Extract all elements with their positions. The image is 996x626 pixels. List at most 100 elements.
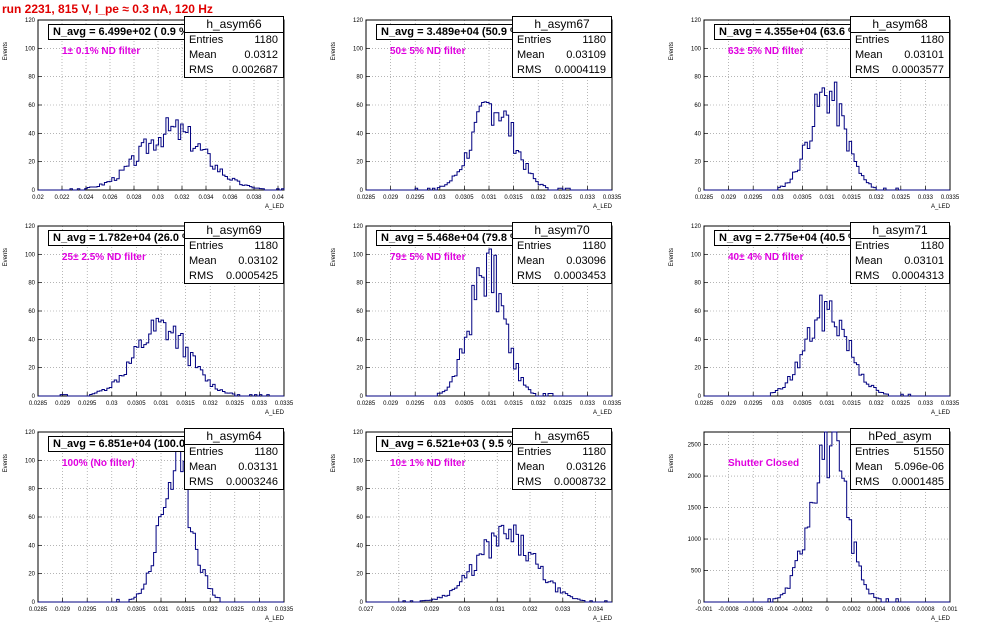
x-tick-label: 0.038 — [246, 195, 262, 201]
filter-label: Shutter Closed — [728, 458, 800, 469]
stats-value: 0.03126 — [566, 461, 606, 473]
stats-row-entries: Entries 1180 — [851, 239, 949, 254]
stats-value: 0.03131 — [238, 461, 278, 473]
histogram-svg: 0.0285 0.029 0.0295 0.03 0.0305 0.031 0.0315 0.… — [669, 18, 960, 210]
y-axis-label: Events — [331, 42, 337, 60]
histogram-pad-h_asym71: 0.0285 0.029 0.0295 0.03 0.0305 0.031 0.0315 0.… — [666, 220, 986, 420]
y-tick-label: 20 — [694, 160, 701, 166]
histogram-series — [704, 81, 950, 191]
stats-box: h_asym64 Entries 1180 Mean 0.03131 RMS 0.00032… — [184, 428, 284, 490]
x-tick-label: 0.03 — [106, 401, 118, 407]
y-tick-label: 80 — [694, 75, 701, 81]
y-tick-label: 80 — [356, 281, 363, 287]
stats-key: RMS — [189, 270, 214, 282]
histogram-pad-h_asym66: 0.02 0.022 0.024 0.026 0.028 0.03 0.032 0.034 0.… — [0, 14, 320, 214]
y-tick-label: 20 — [28, 160, 35, 166]
filter-label: 25± 2.5% ND filter — [62, 252, 146, 263]
x-tick-label: 0.032 — [203, 607, 219, 613]
stats-row-mean: Mean 0.03109 — [513, 48, 611, 63]
histogram-pad-h_asym69: 0.0285 0.029 0.0295 0.03 0.0305 0.031 0.0315 0.… — [0, 220, 320, 420]
y-tick-label: 100 — [25, 46, 36, 52]
y-tick-label: 20 — [694, 366, 701, 372]
x-axis-label: A_LED — [593, 616, 613, 622]
x-tick-label: 0.029 — [383, 401, 399, 407]
x-tick-label: 0.033 — [580, 401, 596, 407]
x-tick-label: 0.031 — [153, 401, 169, 407]
histogram-pad-h_asym68: 0.0285 0.029 0.0295 0.03 0.0305 0.031 0.0315 0.… — [666, 14, 986, 214]
stats-value: 51550 — [913, 446, 944, 458]
x-tick-label: 0.0325 — [892, 401, 911, 407]
y-tick-label: 60 — [694, 309, 701, 315]
x-tick-label: 0.034 — [198, 195, 214, 201]
x-tick-label: 0.029 — [383, 195, 399, 201]
stats-box: h_asym70 Entries 1180 Mean 0.03096 RMS 0.00034… — [512, 222, 612, 284]
histogram-pad-h_asym65: 0.027 0.028 0.029 0.03 0.031 0.032 0.033 0.034 0… — [328, 426, 648, 626]
x-tick-label: 0.0315 — [176, 607, 195, 613]
y-tick-label: 80 — [694, 281, 701, 287]
x-axis-label: A_LED — [931, 410, 951, 416]
x-tick-label: 0.0285 — [357, 195, 376, 201]
stats-value: 0.0003453 — [554, 270, 606, 282]
y-tick-label: 80 — [356, 75, 363, 81]
x-tick-label: 0.03 — [772, 401, 784, 407]
x-tick-label: 0.026 — [102, 195, 118, 201]
stats-key: RMS — [517, 270, 542, 282]
x-tick-label: 0.0325 — [892, 195, 911, 201]
x-tick-label: 0.0325 — [554, 195, 573, 201]
navg-box: N_avg = 2.775e+04 (40.5 %) — [714, 230, 889, 246]
y-tick-label: 60 — [356, 309, 363, 315]
stats-row-rms: RMS 0.002687 — [185, 63, 283, 78]
histogram-svg: 0.0285 0.029 0.0295 0.03 0.0305 0.031 0.0315 0.… — [3, 224, 294, 416]
stats-key: Entries — [189, 446, 224, 458]
y-tick-label: 80 — [28, 75, 35, 81]
navg-box: N_avg = 3.489e+04 (50.9 %) — [376, 24, 551, 40]
x-tick-label: 0.0315 — [176, 401, 195, 407]
stats-row-entries: Entries 1180 — [185, 239, 283, 254]
y-tick-label: 100 — [691, 252, 702, 258]
x-tick-label: 0.0305 — [793, 401, 812, 407]
y-tick-label: 20 — [28, 572, 35, 578]
histogram-series — [366, 524, 612, 603]
x-tick-label: 0.0315 — [842, 195, 861, 201]
y-tick-label: 1000 — [688, 537, 702, 543]
y-tick-label: 0 — [360, 394, 364, 400]
y-tick-label: 0 — [32, 394, 36, 400]
stats-row-mean: Mean 0.03131 — [185, 460, 283, 475]
stats-value: 1180 — [582, 34, 606, 46]
stats-key: Entries — [517, 34, 552, 46]
stats-value: 5.096e-06 — [894, 461, 944, 473]
filter-label: 63± 5% ND filter — [728, 46, 804, 57]
y-tick-label: 60 — [28, 515, 35, 521]
y-tick-label: 40 — [694, 337, 701, 343]
y-axis-label: Events — [669, 42, 675, 60]
stats-value: 0.0003246 — [226, 476, 278, 488]
x-tick-label: 0.03 — [152, 195, 164, 201]
stats-key: Mean — [517, 461, 545, 473]
x-tick-label: 0.0335 — [275, 607, 294, 613]
y-tick-label: 40 — [28, 543, 35, 549]
y-tick-label: 0 — [698, 188, 702, 194]
y-tick-label: 2000 — [688, 474, 702, 480]
navg-box: N_avg = 1.782e+04 (26.0 %) — [48, 230, 223, 246]
stats-row-rms: RMS 0.0004119 — [513, 63, 611, 78]
x-tick-label: 0.032 — [869, 195, 885, 201]
histogram-pad-hPed_asym: -0.001 -0.0008 -0.0006 -0.0004 -0.0002 0 0.000… — [666, 426, 986, 626]
x-tick-label: 0.0002 — [842, 607, 861, 613]
stats-key: Mean — [189, 49, 217, 61]
stats-value: 0.0008732 — [554, 476, 606, 488]
histogram-series — [38, 442, 284, 603]
filter-label: 79± 5% ND filter — [390, 252, 466, 263]
y-tick-label: 0 — [32, 600, 36, 606]
x-tick-label: 0.03 — [772, 195, 784, 201]
x-tick-label: 0.029 — [721, 195, 737, 201]
stats-key: Entries — [517, 240, 552, 252]
stats-value: 0.03101 — [904, 49, 944, 61]
y-tick-label: 60 — [28, 309, 35, 315]
x-tick-label: 0.031 — [490, 607, 506, 613]
histogram-series — [704, 294, 950, 397]
y-tick-label: 100 — [353, 252, 364, 258]
x-tick-label: 0.033 — [580, 195, 596, 201]
stats-row-mean: Mean 0.03101 — [851, 254, 949, 269]
histogram-pad-h_asym64: 0.0285 0.029 0.0295 0.03 0.0305 0.031 0.0315 0.… — [0, 426, 320, 626]
stats-key: RMS — [189, 64, 214, 76]
